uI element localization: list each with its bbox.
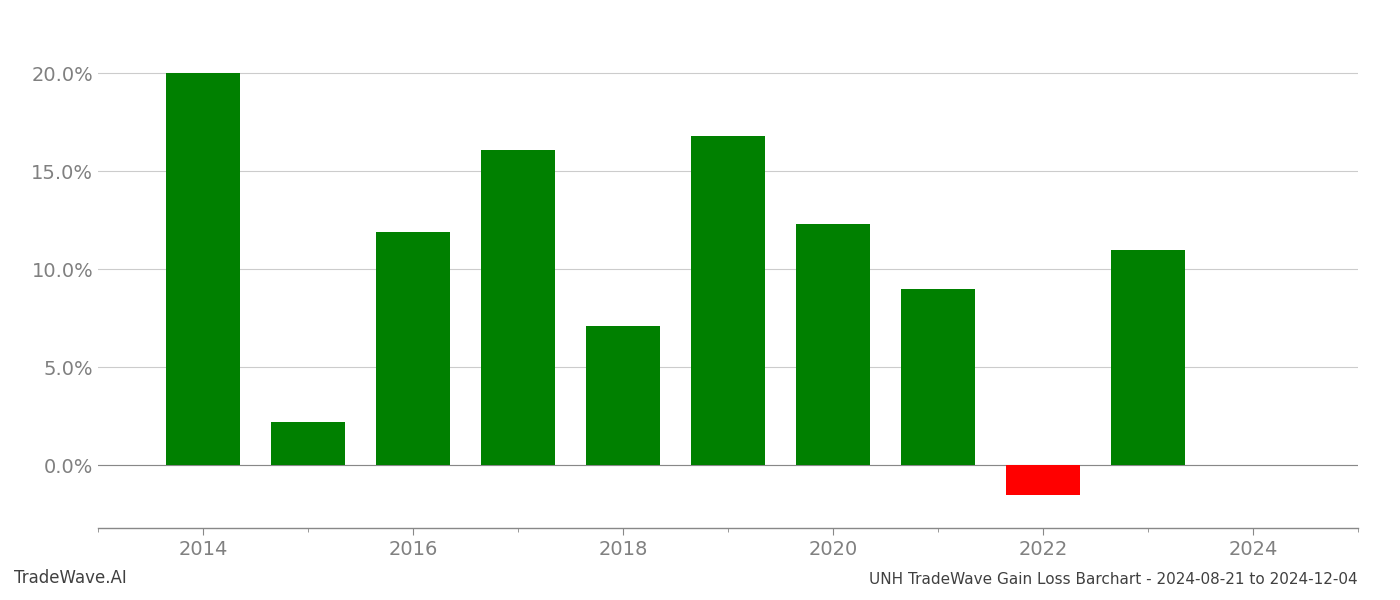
Bar (482, 149, 554, 465)
Bar (1112, 250, 1184, 465)
Bar (692, 136, 764, 465)
Bar (272, 422, 344, 465)
Text: TradeWave.AI: TradeWave.AI (14, 569, 127, 587)
Bar (902, 289, 974, 465)
Bar (167, 73, 239, 465)
Bar (1007, 465, 1079, 494)
Bar (377, 232, 449, 465)
Bar (797, 224, 869, 465)
Bar (587, 326, 659, 465)
Text: UNH TradeWave Gain Loss Barchart - 2024-08-21 to 2024-12-04: UNH TradeWave Gain Loss Barchart - 2024-… (869, 572, 1358, 587)
